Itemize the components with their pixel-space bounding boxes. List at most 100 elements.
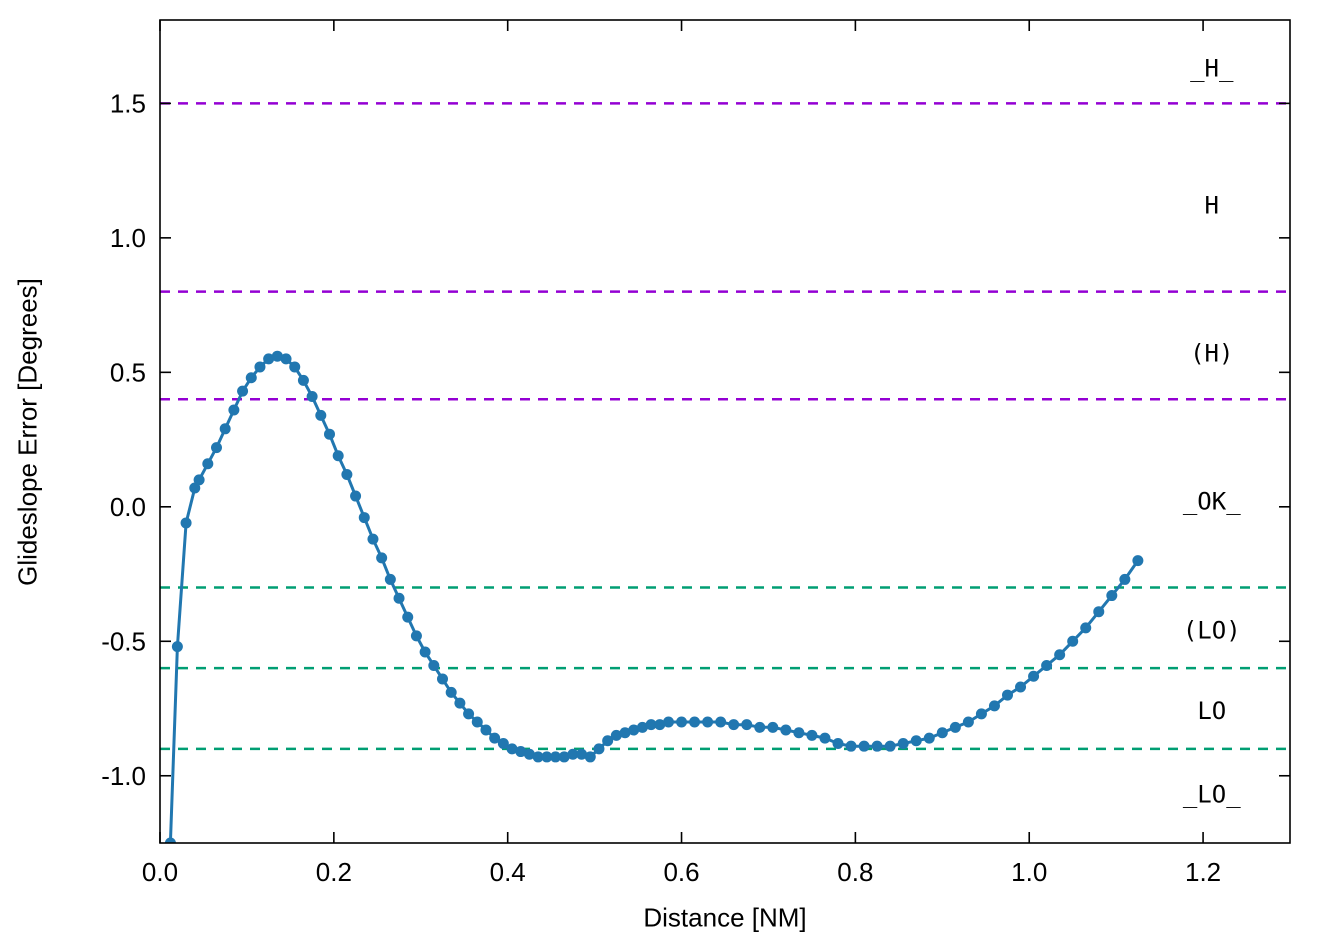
plot-border [159, 19, 1291, 844]
x-tick-label: 0.8 [837, 857, 873, 887]
series-point [871, 740, 883, 752]
y-tick-label: 0.5 [110, 357, 146, 387]
series-point [793, 727, 805, 739]
zone-label: _LO_ [1183, 781, 1241, 809]
series-point [297, 374, 309, 386]
series-point [454, 697, 466, 709]
y-tick-label: 0.0 [110, 492, 146, 522]
series-point [975, 708, 987, 720]
series-point [884, 740, 896, 752]
series-point [949, 721, 961, 733]
series-point [180, 517, 192, 529]
series-point [1054, 649, 1066, 661]
series-point [254, 361, 266, 373]
series-point [567, 748, 579, 760]
x-tick-label: 0.2 [316, 857, 352, 887]
series-point [767, 721, 779, 733]
series-point [602, 735, 614, 747]
series-point [858, 740, 870, 752]
series-point [550, 751, 561, 763]
series-point [541, 751, 553, 763]
series-point [384, 573, 396, 585]
series-point [189, 482, 201, 494]
series-point [428, 659, 440, 671]
series-point [532, 751, 544, 763]
x-tick-label: 0.6 [663, 857, 699, 887]
x-tick-label: 0.0 [142, 857, 178, 887]
series-point [558, 751, 570, 763]
zone-label: H [1205, 192, 1219, 220]
series-point [271, 350, 283, 362]
series-point [515, 746, 527, 758]
series-point [245, 372, 257, 384]
series-point [402, 611, 414, 623]
series-point [341, 469, 353, 481]
series-point [497, 737, 509, 749]
series-point [463, 708, 475, 720]
series-point [1015, 681, 1027, 693]
series-point [1080, 622, 1092, 634]
series-point [228, 404, 240, 416]
series-point [819, 732, 831, 744]
y-tick-label: -0.5 [101, 626, 146, 656]
series-point [1002, 689, 1013, 701]
series-point [1106, 590, 1118, 602]
series-point [754, 721, 766, 733]
series-point [676, 716, 688, 728]
series-point [315, 409, 327, 421]
zone-label: LO [1197, 697, 1226, 725]
series-point [728, 719, 740, 731]
zone-label: _H_ [1190, 54, 1234, 82]
series-point [164, 837, 176, 843]
series-point [193, 474, 205, 486]
series-point [806, 729, 818, 741]
y-tick-label: -1.0 [101, 761, 146, 791]
series-point [962, 716, 974, 728]
x-tick-label: 1.2 [1185, 857, 1221, 887]
zone-label: (LO) [1183, 617, 1241, 645]
series-point [1093, 606, 1105, 618]
series-point [636, 721, 648, 733]
series-point [741, 719, 753, 731]
series-point [628, 724, 640, 736]
series-point [410, 630, 422, 642]
series-point [419, 646, 431, 658]
series-point [576, 748, 588, 760]
series-point [280, 353, 292, 365]
x-tick-label: 1.0 [1011, 857, 1047, 887]
series-point [832, 737, 844, 749]
y-tick-label: 1.5 [110, 88, 146, 118]
series-point [211, 442, 222, 454]
series-point [1132, 555, 1144, 567]
series-point [610, 729, 622, 741]
series-point [1028, 670, 1040, 682]
series-point [263, 353, 275, 365]
series-point [936, 727, 948, 739]
series-point [689, 716, 701, 728]
series-point [780, 724, 792, 736]
y-tick-label: 1.0 [110, 223, 146, 253]
series-point [471, 716, 483, 728]
x-axis-title: Distance [NM] [643, 902, 807, 933]
series-point [923, 732, 935, 744]
series-point [593, 743, 605, 755]
series-point [910, 735, 922, 747]
series-point [663, 716, 674, 728]
series-point [376, 552, 388, 564]
series-point [332, 450, 344, 462]
series-point [306, 391, 318, 403]
series-point [324, 428, 335, 440]
series-group [164, 350, 1144, 843]
series-point [654, 719, 666, 731]
series-point [1041, 659, 1053, 671]
series-point [619, 727, 631, 739]
series-point [358, 512, 370, 524]
series-point [897, 737, 909, 749]
series-point [445, 686, 457, 698]
series-point [171, 641, 183, 653]
series-line [168, 354, 1140, 843]
series-point [523, 748, 535, 760]
series-point [702, 716, 714, 728]
